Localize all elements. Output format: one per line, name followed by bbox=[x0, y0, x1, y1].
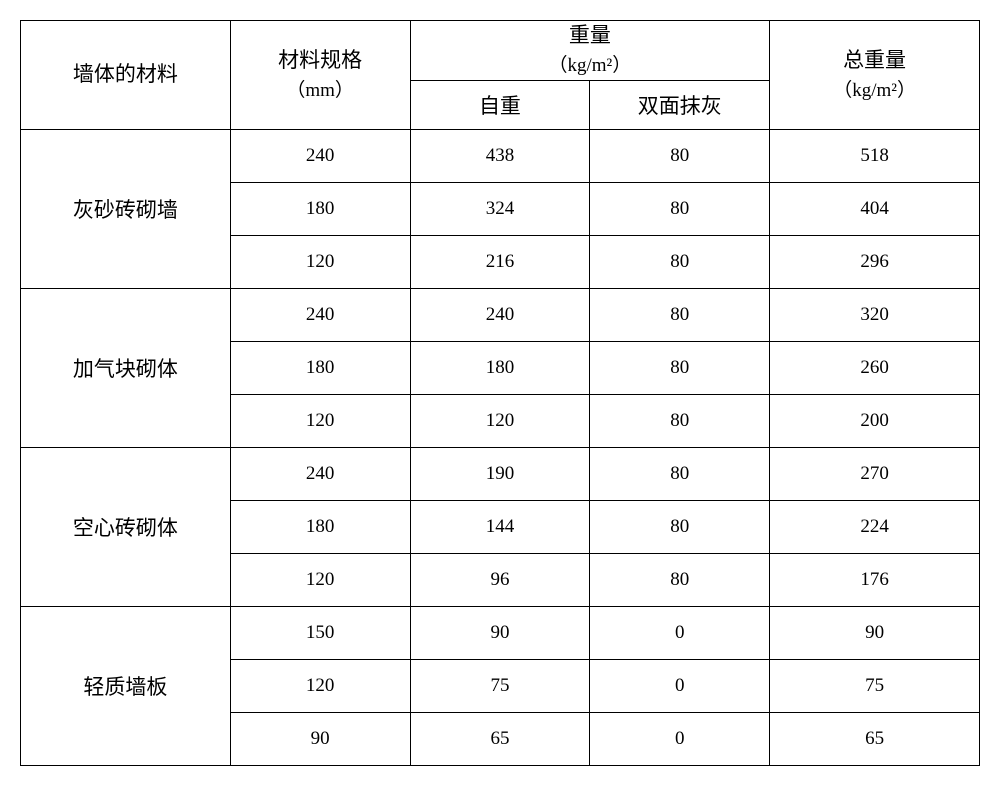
data-cell-total: 404 bbox=[770, 182, 980, 235]
data-cell-plaster: 80 bbox=[590, 553, 770, 606]
data-cell-total: 200 bbox=[770, 394, 980, 447]
data-cell-plaster: 80 bbox=[590, 129, 770, 182]
data-cell-spec: 120 bbox=[230, 394, 410, 447]
data-cell-self: 240 bbox=[410, 288, 590, 341]
data-cell-spec: 120 bbox=[230, 235, 410, 288]
header-material: 墙体的材料 bbox=[21, 21, 231, 130]
data-cell-plaster: 0 bbox=[590, 659, 770, 712]
material-name-cell: 加气块砌体 bbox=[21, 288, 231, 447]
table-row: 加气块砌体24024080320 bbox=[21, 288, 980, 341]
data-cell-spec: 180 bbox=[230, 500, 410, 553]
data-cell-plaster: 80 bbox=[590, 182, 770, 235]
header-spec-unit: （mm） bbox=[286, 80, 354, 101]
header-self-weight: 自重 bbox=[410, 80, 590, 129]
data-cell-spec: 240 bbox=[230, 447, 410, 500]
data-cell-spec: 180 bbox=[230, 182, 410, 235]
data-cell-plaster: 0 bbox=[590, 606, 770, 659]
table-row: 空心砖砌体24019080270 bbox=[21, 447, 980, 500]
material-name-cell: 空心砖砌体 bbox=[21, 447, 231, 606]
table-row: 轻质墙板15090090 bbox=[21, 606, 980, 659]
data-cell-total: 296 bbox=[770, 235, 980, 288]
data-cell-plaster: 80 bbox=[590, 447, 770, 500]
data-cell-total: 518 bbox=[770, 129, 980, 182]
data-cell-plaster: 80 bbox=[590, 394, 770, 447]
header-weight-unit: （kg/m²） bbox=[548, 55, 631, 76]
wall-material-table: 墙体的材料 材料规格 （mm） 重量 （kg/m²） 总重量 （kg/m²） 自… bbox=[20, 20, 980, 766]
data-cell-total: 65 bbox=[770, 712, 980, 765]
data-cell-total: 260 bbox=[770, 341, 980, 394]
data-cell-total: 90 bbox=[770, 606, 980, 659]
header-material-label: 墙体的材料 bbox=[73, 62, 178, 86]
data-cell-spec: 120 bbox=[230, 553, 410, 606]
data-cell-spec: 90 bbox=[230, 712, 410, 765]
data-cell-plaster: 80 bbox=[590, 500, 770, 553]
data-cell-plaster: 80 bbox=[590, 235, 770, 288]
data-cell-spec: 240 bbox=[230, 288, 410, 341]
data-cell-plaster: 80 bbox=[590, 288, 770, 341]
data-cell-spec: 180 bbox=[230, 341, 410, 394]
data-cell-spec: 120 bbox=[230, 659, 410, 712]
data-cell-plaster: 0 bbox=[590, 712, 770, 765]
data-cell-self: 144 bbox=[410, 500, 590, 553]
material-name-cell: 灰砂砖砌墙 bbox=[21, 129, 231, 288]
data-cell-self: 438 bbox=[410, 129, 590, 182]
header-weight-group: 重量 （kg/m²） bbox=[410, 21, 770, 81]
material-name-cell: 轻质墙板 bbox=[21, 606, 231, 765]
header-total: 总重量 （kg/m²） bbox=[770, 21, 980, 130]
data-cell-plaster: 80 bbox=[590, 341, 770, 394]
data-cell-self: 180 bbox=[410, 341, 590, 394]
data-cell-total: 224 bbox=[770, 500, 980, 553]
header-spec-label: 材料规格 bbox=[278, 48, 362, 72]
data-cell-total: 320 bbox=[770, 288, 980, 341]
header-total-label: 总重量 bbox=[843, 48, 906, 72]
data-cell-self: 90 bbox=[410, 606, 590, 659]
data-cell-self: 65 bbox=[410, 712, 590, 765]
header-spec: 材料规格 （mm） bbox=[230, 21, 410, 130]
data-cell-total: 270 bbox=[770, 447, 980, 500]
data-cell-self: 96 bbox=[410, 553, 590, 606]
data-cell-self: 324 bbox=[410, 182, 590, 235]
data-cell-self: 120 bbox=[410, 394, 590, 447]
table-row: 灰砂砖砌墙24043880518 bbox=[21, 129, 980, 182]
header-weight-label: 重量 bbox=[569, 23, 611, 47]
data-cell-spec: 150 bbox=[230, 606, 410, 659]
table-body: 灰砂砖砌墙240438805181803248040412021680296加气… bbox=[21, 129, 980, 765]
data-cell-self: 75 bbox=[410, 659, 590, 712]
data-cell-self: 216 bbox=[410, 235, 590, 288]
header-plaster: 双面抹灰 bbox=[590, 80, 770, 129]
data-cell-self: 190 bbox=[410, 447, 590, 500]
data-cell-total: 75 bbox=[770, 659, 980, 712]
header-total-unit: （kg/m²） bbox=[833, 80, 916, 101]
data-cell-total: 176 bbox=[770, 553, 980, 606]
data-cell-spec: 240 bbox=[230, 129, 410, 182]
